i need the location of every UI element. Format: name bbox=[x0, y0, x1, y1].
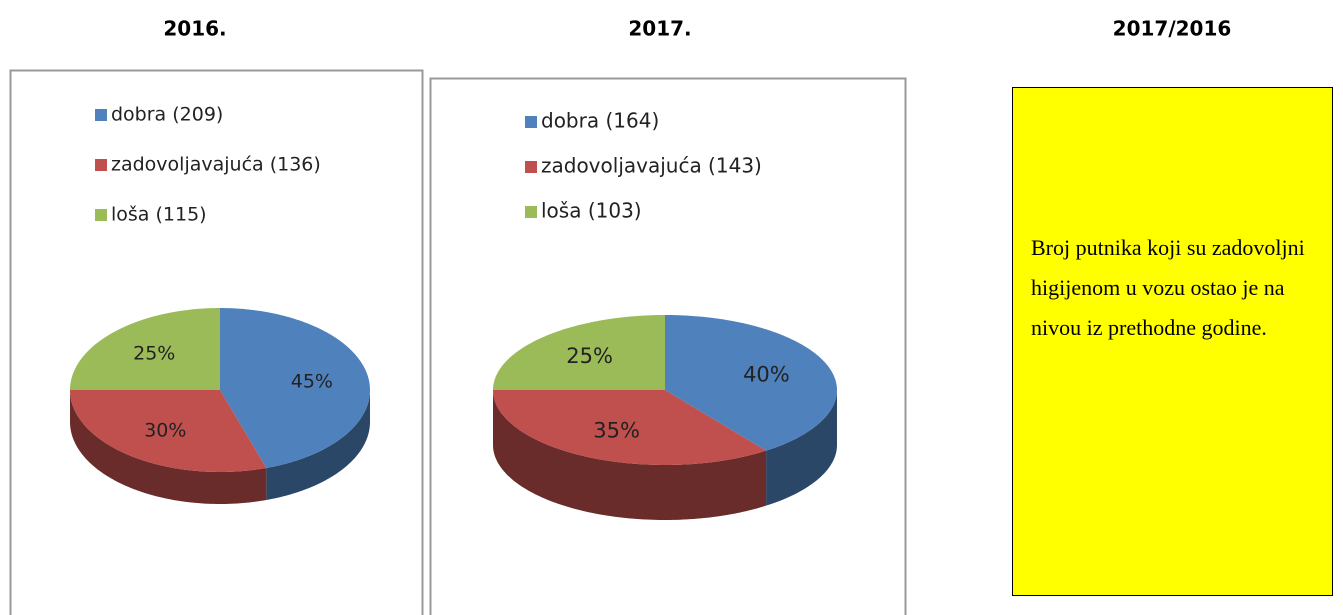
legend-swatch bbox=[525, 161, 537, 173]
legend-swatch bbox=[525, 116, 537, 128]
slice-side bbox=[266, 390, 370, 500]
legend-label: dobra (209) bbox=[111, 104, 223, 126]
legend-label: loša (115) bbox=[111, 204, 207, 226]
legend-label: dobra (164) bbox=[541, 109, 659, 133]
comparison-title: 2017/2016 bbox=[1113, 17, 1232, 41]
slice bbox=[220, 308, 370, 468]
data-label: 25% bbox=[566, 344, 613, 368]
chart-frame bbox=[429, 77, 907, 615]
legend-label: zadovoljavajuća (136) bbox=[111, 154, 321, 176]
slice-side bbox=[70, 390, 267, 504]
legend-swatch bbox=[95, 209, 107, 221]
data-label: 40% bbox=[743, 363, 790, 387]
legend-label: loša (103) bbox=[541, 199, 642, 223]
slice bbox=[70, 390, 267, 472]
legend-label: zadovoljavajuća (143) bbox=[541, 154, 762, 178]
slice bbox=[70, 308, 220, 390]
legend-swatch bbox=[525, 206, 537, 218]
chart-title: 2017. bbox=[628, 17, 691, 41]
slice bbox=[493, 315, 665, 390]
data-label: 35% bbox=[593, 418, 640, 442]
data-label: 25% bbox=[133, 343, 175, 365]
data-label: 30% bbox=[144, 420, 186, 442]
chart-title: 2016. bbox=[163, 17, 226, 41]
note: Broj putnika koji su zadovoljni higijeno… bbox=[1012, 87, 1333, 596]
slice-side bbox=[766, 390, 837, 506]
legend-swatch bbox=[95, 159, 107, 171]
data-label: 45% bbox=[291, 371, 333, 393]
slice-side bbox=[493, 390, 767, 520]
slice bbox=[665, 315, 837, 451]
slice bbox=[493, 390, 767, 465]
legend-swatch bbox=[95, 109, 107, 121]
chart-frame bbox=[9, 69, 424, 615]
